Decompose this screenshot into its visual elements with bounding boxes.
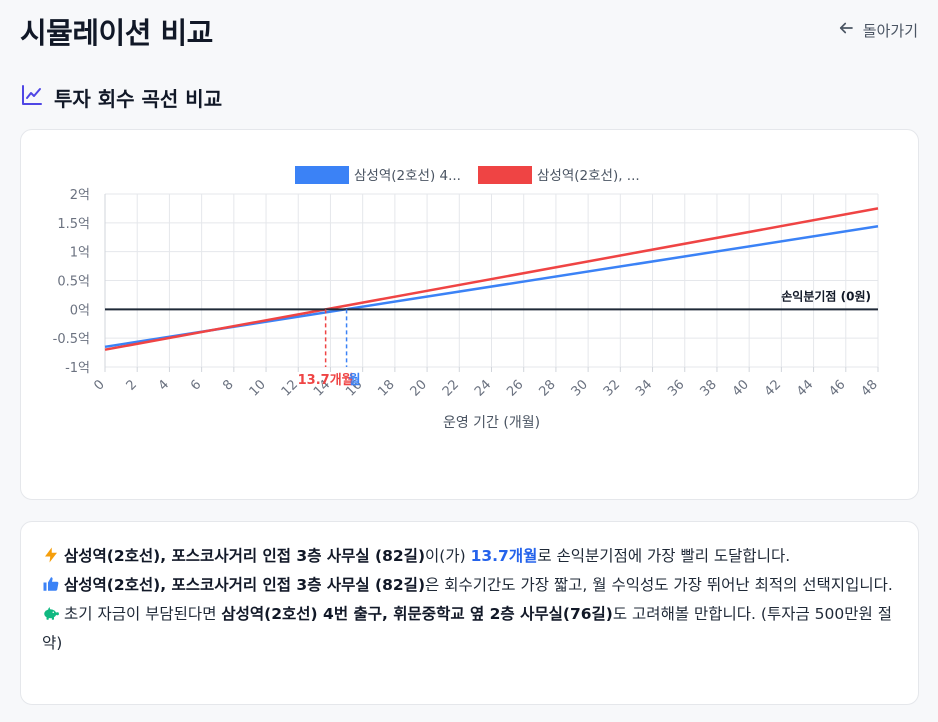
back-label: 돌아가기 <box>862 21 918 40</box>
thumbs-up-icon <box>42 571 64 600</box>
x-tick-label: 20 <box>408 377 430 399</box>
x-tick-label: 6 <box>188 377 204 393</box>
insight-highlight: 13.7개월 <box>470 547 538 565</box>
x-axis-title: 운영 기간 (개월) <box>443 415 540 431</box>
breakeven-line-label: 손익분기점 (0원) <box>781 288 871 303</box>
x-tick-label: 48 <box>859 377 881 399</box>
x-tick-label: 4 <box>156 377 172 393</box>
page-title: 시뮬레이션 비교 <box>20 16 213 50</box>
insight-fastest-option: 삼성역(2호선), 포스코사거리 인접 3층 사무실 (82길) <box>64 547 426 565</box>
x-tick-label: 32 <box>601 377 623 399</box>
x-tick-label: 10 <box>247 377 269 399</box>
x-tick-label: 46 <box>826 377 848 399</box>
payback-chart: 삼성역(2호선) 4... 삼성역(2호선), ... 2억 1.5억 1억 0.5억 0… <box>53 166 881 431</box>
insight-text: 도 고려해볼 만합니다. (투자금 500만원 절약) <box>42 605 892 652</box>
lightning-icon <box>42 542 64 571</box>
breakeven-label-red: 13.7개월 <box>298 372 354 388</box>
piggy-bank-icon <box>42 600 64 629</box>
chart-series <box>104 207 879 351</box>
legend-label-1: 삼성역(2호선) 4... <box>354 168 461 184</box>
insight-line-budget: 초기 자금이 부담된다면 삼성역(2호선) 4번 출구, 휘문중학교 옆 2층 … <box>42 600 898 658</box>
insight-card: 삼성역(2호선), 포스코사거리 인접 3층 사무실 (82길)이(가) 13.… <box>20 521 919 705</box>
legend-swatch-1 <box>295 166 349 184</box>
insight-text: 로 손익분기점에 가장 빨리 도달합니다. <box>537 547 791 565</box>
legend-label-2: 삼성역(2호선), ... <box>537 168 640 184</box>
x-tick-label: 36 <box>665 377 687 399</box>
y-tick-label: 2억 <box>70 188 90 203</box>
arrow-left-icon <box>837 19 855 41</box>
x-tick-label: 0 <box>91 377 107 393</box>
insight-line-fastest: 삼성역(2호선), 포스코사거리 인접 3층 사무실 (82길)이(가) 13.… <box>42 542 898 571</box>
y-tick-label: 1.5억 <box>57 217 90 232</box>
x-tick-label: 34 <box>633 377 655 399</box>
y-tick-label: 1억 <box>70 246 90 261</box>
x-tick-label: 38 <box>697 377 719 399</box>
chart-grid <box>104 193 879 372</box>
y-axis: 2억 1.5억 1억 0.5억 0억 -0.5억 -1억 <box>53 188 90 376</box>
x-tick-label: 22 <box>440 377 462 399</box>
section-title: 투자 회수 곡선 비교 <box>20 83 222 112</box>
insight-best-option: 삼성역(2호선), 포스코사거리 인접 3층 사무실 (82길) <box>64 576 426 594</box>
x-tick-label: 30 <box>569 377 591 399</box>
y-tick-label: -0.5억 <box>53 332 90 347</box>
series-line-2 <box>104 207 879 351</box>
legend-swatch-2 <box>478 166 532 184</box>
chart-card: 삼성역(2호선) 4... 삼성역(2호선), ... 2억 1.5억 1억 0.5억 0… <box>20 129 919 500</box>
insight-line-best: 삼성역(2호선), 포스코사거리 인접 3층 사무실 (82길)은 회수기간도 … <box>42 571 898 600</box>
insight-text: 이(가) <box>425 547 471 565</box>
x-tick-label: 18 <box>375 377 397 399</box>
breakeven-label-blue: 월 <box>349 372 361 388</box>
x-tick-label: 44 <box>794 377 816 399</box>
y-tick-label: 0억 <box>70 303 90 318</box>
chart-line-icon <box>20 83 44 112</box>
x-tick-label: 28 <box>536 377 558 399</box>
chart-legend: 삼성역(2호선) 4... 삼성역(2호선), ... <box>295 166 640 184</box>
insight-text: 은 회수기간도 가장 짧고, 월 수익성도 가장 뛰어난 최적의 선택지입니다. <box>425 576 893 594</box>
y-tick-label: 0.5억 <box>57 275 90 290</box>
x-tick-label: 2 <box>124 377 140 393</box>
back-button[interactable]: 돌아가기 <box>837 19 918 41</box>
insight-text: 초기 자금이 부담된다면 <box>64 605 222 623</box>
x-tick-label: 8 <box>220 377 236 393</box>
section-title-text: 투자 회수 곡선 비교 <box>54 87 223 111</box>
y-tick-label: -1억 <box>65 361 90 376</box>
x-tick-label: 42 <box>762 377 784 399</box>
x-tick-label: 26 <box>504 377 526 399</box>
x-tick-label: 40 <box>730 377 752 399</box>
x-tick-label: 24 <box>472 377 494 399</box>
x-axis: 0 2 4 6 8 10 12 14 16 18 20 22 24 26 28 30 32 34 36 38 40 42 4… <box>91 377 880 431</box>
insight-budget-option: 삼성역(2호선) 4번 출구, 휘문중학교 옆 2층 사무실(76길) <box>221 605 613 623</box>
